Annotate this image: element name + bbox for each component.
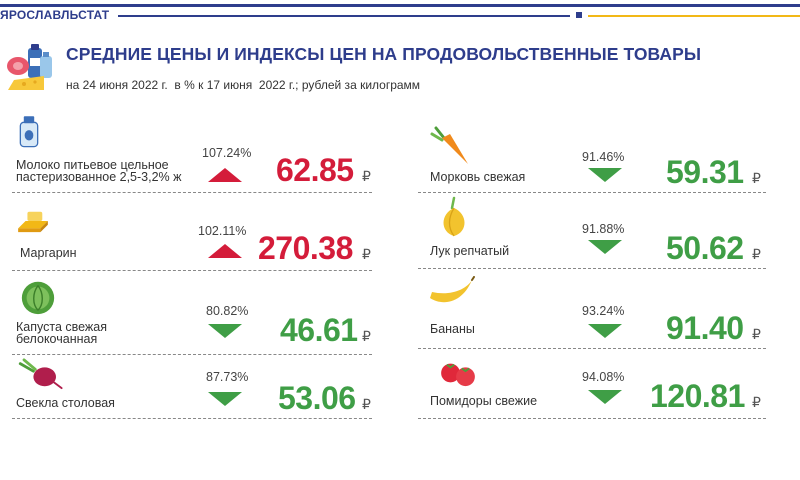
margarine-icon (18, 211, 48, 233)
item-name-line2: белокочанная (16, 332, 98, 346)
top-band (0, 4, 800, 7)
ruble-sign: ₽ (362, 396, 371, 412)
row-separator (418, 192, 766, 193)
price-value: 59.31 (666, 154, 744, 190)
list-item: Молоко питьевое цельное пастеризованное … (0, 112, 380, 194)
banana-icon (430, 276, 475, 303)
row-separator (418, 418, 766, 419)
decrease-arrow-icon (588, 324, 622, 338)
brand-name: ЯРОСЛАВЛЬСТАТ (0, 8, 110, 22)
price-value: 62.85 (276, 152, 354, 188)
list-item: Лук репчатый 91.88% 50.62 ₽ (400, 196, 780, 278)
row-separator (418, 268, 766, 269)
item-name-line1: Помидоры свежие (430, 394, 538, 408)
ruble-sign: ₽ (362, 246, 371, 262)
cabbage-icon (21, 281, 55, 315)
price-value: 53.06 (278, 380, 356, 416)
list-item: Маргарин 102.11% 270.38 ₽ (0, 204, 380, 286)
groceries-icon (7, 44, 52, 90)
item-name-line2: пастеризованное 2,5-3,2% ж (16, 170, 182, 184)
row-separator (12, 354, 372, 355)
decrease-arrow-icon (208, 324, 242, 338)
page-title: СРЕДНИЕ ЦЕНЫ И ИНДЕКСЫ ЦЕН НА ПРОДОВОЛЬС… (66, 44, 702, 64)
price-index: 107.24% (202, 146, 252, 160)
price-index: 87.73% (206, 370, 249, 384)
item-name-line1: Морковь свежая (430, 170, 526, 184)
price-index: 91.88% (582, 222, 625, 236)
list-item: Свекла столовая 87.73% 53.06 ₽ (0, 358, 380, 440)
ruble-sign: ₽ (362, 328, 371, 344)
price-value: 270.38 (258, 230, 353, 266)
row-separator (12, 270, 372, 271)
tomato-icon (441, 363, 475, 387)
top-bar: ЯРОСЛАВЛЬСТАТ (0, 0, 800, 28)
row-separator (12, 418, 372, 419)
list-item: Бананы 93.24% 91.40 ₽ (400, 276, 780, 358)
accent-line (588, 15, 800, 17)
ruble-sign: ₽ (752, 170, 761, 186)
list-item: Морковь свежая 91.46% 59.31 ₽ (400, 124, 780, 206)
price-value: 120.81 (650, 378, 745, 414)
price-index: 94.08% (582, 370, 625, 384)
divider-line (118, 15, 570, 17)
ruble-sign: ₽ (752, 326, 761, 342)
page-subtitle: на 24 июня 2022 г. в % к 17 июня 2022 г.… (66, 78, 421, 92)
ruble-sign: ₽ (752, 394, 761, 410)
divider-square (576, 12, 582, 18)
row-separator (418, 348, 766, 349)
decrease-arrow-icon (208, 392, 242, 406)
row-separator (12, 192, 372, 193)
price-index: 91.46% (582, 150, 625, 164)
beet-icon (18, 358, 63, 390)
decrease-arrow-icon (588, 240, 622, 254)
decrease-arrow-icon (588, 168, 622, 182)
ruble-sign: ₽ (752, 246, 761, 262)
item-name-line1: Капуста свежая (16, 320, 108, 334)
price-index: 80.82% (206, 304, 249, 318)
increase-arrow-icon (208, 244, 242, 258)
item-name-line1: Лук репчатый (430, 244, 510, 258)
price-index: 93.24% (582, 304, 625, 318)
item-name-line1: Маргарин (20, 246, 77, 260)
ruble-sign: ₽ (362, 168, 371, 184)
list-item: Помидоры свежие 94.08% 120.81 ₽ (400, 356, 780, 438)
increase-arrow-icon (208, 168, 242, 182)
price-index: 102.11% (198, 224, 247, 238)
decrease-arrow-icon (588, 390, 622, 404)
milk-bottle-icon (19, 116, 39, 148)
list-item: Капуста свежая белокочанная 80.82% 46.61… (0, 274, 380, 356)
item-name-line1: Свекла столовая (16, 396, 115, 410)
price-value: 50.62 (666, 230, 744, 266)
price-value: 91.40 (666, 310, 744, 346)
carrot-icon (430, 126, 468, 164)
item-name-line1: Бананы (430, 322, 475, 336)
item-name-line1: Молоко питьевое цельное (16, 158, 169, 172)
price-value: 46.61 (280, 312, 358, 348)
onion-icon (443, 196, 465, 237)
